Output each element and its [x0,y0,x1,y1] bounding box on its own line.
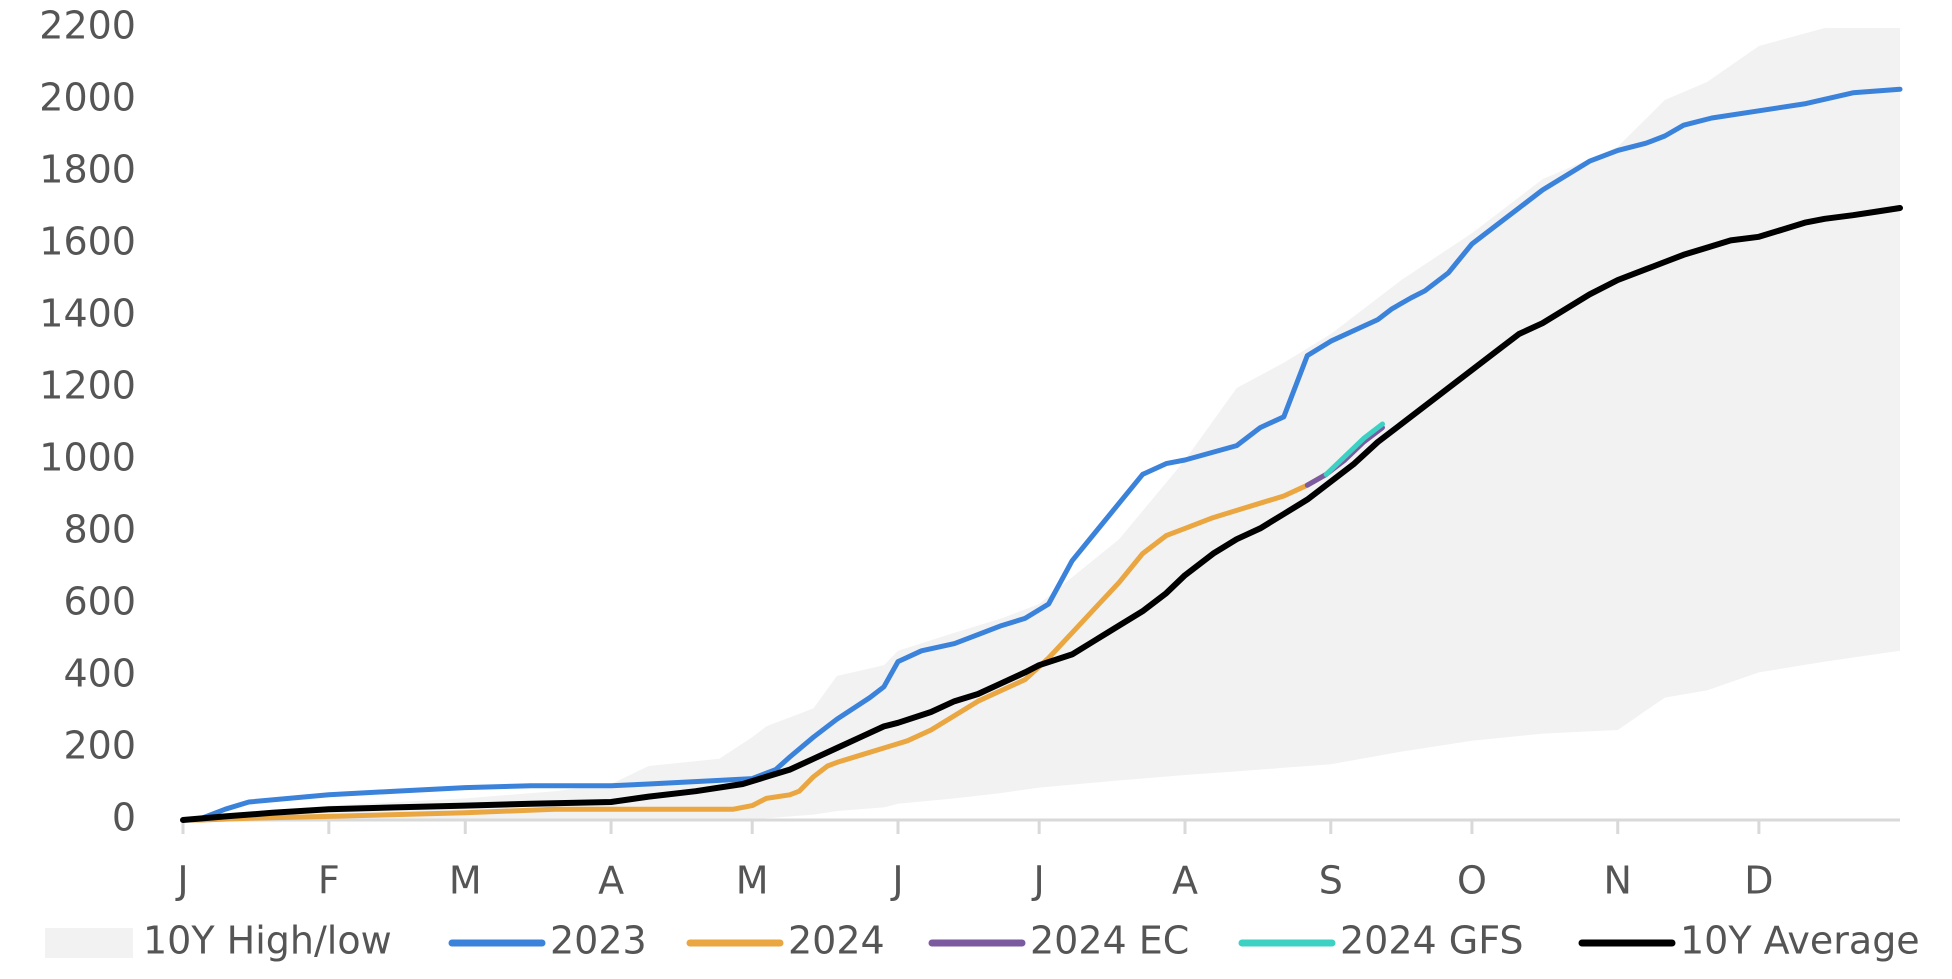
x-tick-label: A [1172,859,1198,903]
x-tick-label: J [890,859,903,903]
series-line-2023 [180,86,1903,823]
x-tick-label: S [1319,859,1343,903]
series-line-2024-gfs [1323,421,1385,477]
x-tick-label: N [1604,859,1632,903]
y-tick-label: 800 [63,508,136,552]
y-tick-label: 200 [63,724,136,768]
legend-swatch-band [45,928,133,958]
series-line-10y-average [180,205,1903,823]
legend-label-2024: 2024 [788,919,885,963]
x-tick-label: M [736,859,769,903]
y-tick-label: 1600 [39,220,136,264]
legend-label-2023: 2023 [550,919,647,963]
band-10y-high-low [183,28,1900,820]
legend-label-band: 10Y High/low [143,919,392,963]
series-line-2024-ec [1304,425,1385,488]
y-tick-label: 0 [112,796,136,840]
x-tick-label: F [318,859,340,903]
x-tick-label: M [449,859,482,903]
x-tick-label: A [598,859,624,903]
series-layer [180,86,1903,823]
y-tick-label: 2000 [39,76,136,120]
y-tick-label: 600 [63,580,136,624]
y-tick-label: 1000 [39,436,136,480]
axis-layer: 0 200 400 600 800 1000 1200 1400 1600 1800 2000 220… [39,4,1900,903]
x-tick-label: O [1457,859,1487,903]
band-layer [183,28,1900,820]
legend-label-10y-average: 10Y Average [1680,919,1920,963]
y-tick-label: 1800 [39,148,136,192]
x-tick-label: D [1744,859,1773,903]
y-tick-label: 400 [63,652,136,696]
legend-label-2024-ec: 2024 EC [1030,919,1189,963]
legend-label-2024-gfs: 2024 GFS [1340,919,1524,963]
y-tick-label: 1400 [39,292,136,336]
y-tick-label: 2200 [39,4,136,48]
x-tick-label: J [1032,859,1045,903]
series-line-2024 [180,471,1329,823]
x-tick-label: J [175,859,188,903]
legend: 10Y High/low 2023 2024 2024 EC 2024 GFS 10Y A… [45,919,1920,963]
y-tick-label: 1200 [39,364,136,408]
